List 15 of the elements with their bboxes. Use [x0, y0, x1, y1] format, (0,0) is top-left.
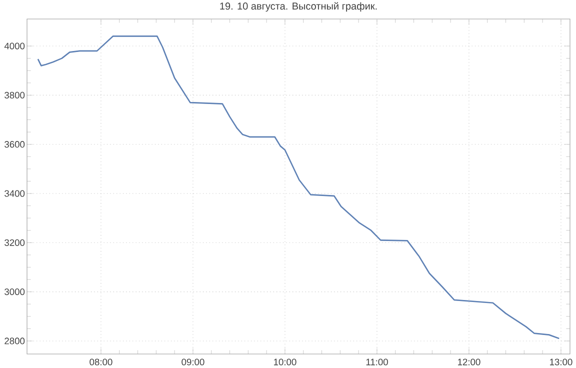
- y-tick-label: 4000: [4, 42, 25, 50]
- y-tick-label: 3200: [4, 239, 25, 246]
- x-tick-label: 10:00: [274, 358, 296, 366]
- x-tick-label: 11:00: [366, 358, 388, 366]
- y-tick-label: 3000: [4, 288, 25, 296]
- y-tick-label: 2800: [4, 338, 25, 344]
- x-tick-label: 09:00: [182, 358, 204, 366]
- x-tick-label: 12:00: [458, 358, 480, 366]
- y-tick-label: 3400: [4, 190, 25, 197]
- chart-title: 19. 10 августа. Высотный график.: [220, 2, 377, 12]
- y-tick-label: 3600: [4, 141, 25, 148]
- x-tick-label: 08:00: [90, 358, 112, 366]
- line-series: [37, 36, 560, 340]
- x-tick-label: 13:00: [550, 358, 572, 366]
- y-tick-label: 3800: [4, 92, 25, 98]
